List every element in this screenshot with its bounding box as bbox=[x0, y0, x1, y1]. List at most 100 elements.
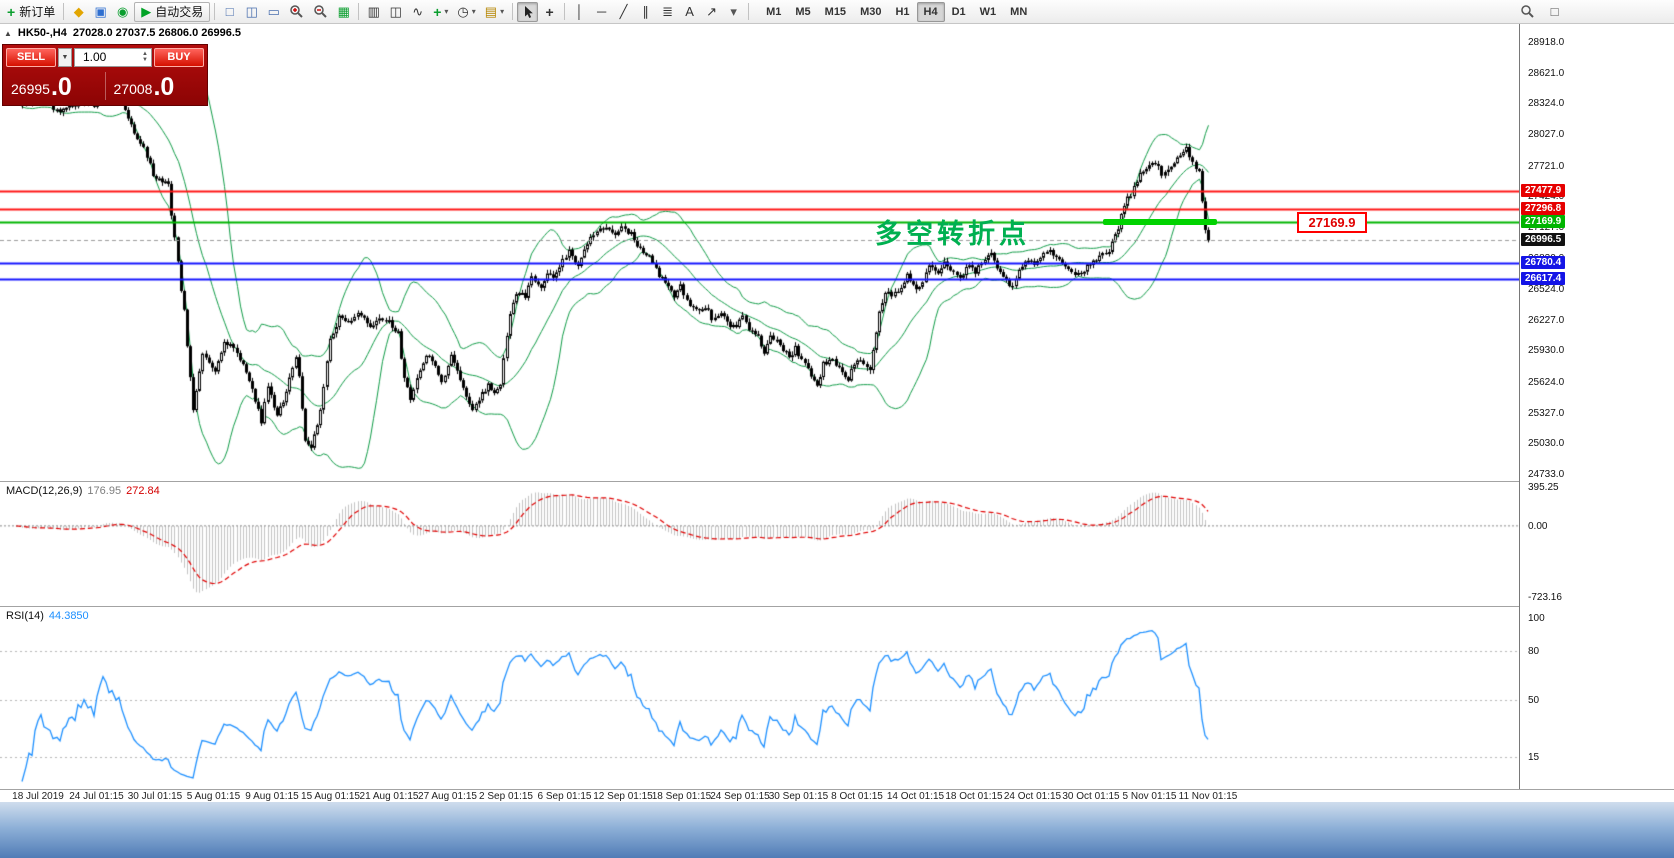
shapes-dropdown-button[interactable]: ▾ bbox=[723, 2, 744, 22]
sell-price-big-digits: .0 bbox=[50, 73, 72, 101]
collapse-trade-panel-icon[interactable]: ▲ bbox=[4, 28, 12, 38]
price-tick: 25327.0 bbox=[1528, 407, 1565, 419]
arrows-tool-button[interactable]: ↗ bbox=[701, 2, 722, 22]
cascade-windows-button[interactable]: □ bbox=[219, 2, 240, 22]
toolbar-separator bbox=[63, 3, 65, 20]
trendline-tool-button[interactable]: ╱ bbox=[613, 2, 634, 22]
crosshair-tool-button[interactable]: + bbox=[539, 2, 560, 22]
ohlc-readout: 27028.0 27037.5 26806.0 26996.5 bbox=[72, 27, 242, 39]
panel-separator[interactable] bbox=[0, 606, 1674, 607]
timeframe-w1[interactable]: W1 bbox=[979, 5, 997, 18]
macd-canvas[interactable] bbox=[0, 482, 1519, 606]
lot-input[interactable]: 1.00 ▲ ▼ bbox=[74, 47, 152, 67]
search-button[interactable] bbox=[1516, 2, 1539, 22]
vertical-line-tool-button[interactable]: │ bbox=[569, 2, 590, 22]
new-window-button[interactable]: □ bbox=[1544, 2, 1565, 22]
macd-axis-tick: 395.25 bbox=[1528, 482, 1559, 493]
trendline-tool-icon: ╱ bbox=[619, 4, 628, 19]
chart-profile-button[interactable]: ◆ bbox=[68, 2, 89, 22]
time-label: 14 Oct 01:15 bbox=[886, 791, 945, 802]
price-badge-27169.9: 27169.9 bbox=[1521, 215, 1566, 229]
periods-dropdown-icon[interactable]: ▾ bbox=[471, 7, 476, 16]
candlestick-type-icon: ◫ bbox=[389, 4, 402, 19]
templates-dropdown-icon[interactable]: ▾ bbox=[500, 7, 505, 16]
fibonacci-tool-icon: ≣ bbox=[662, 4, 674, 19]
time-label: 30 Jul 01:15 bbox=[127, 791, 183, 802]
time-label: 30 Oct 01:15 bbox=[1062, 791, 1120, 802]
level-price-label[interactable]: 27169.9 bbox=[1297, 212, 1367, 234]
templates-button[interactable]: ▤ ▾ bbox=[481, 2, 508, 22]
timeframe-m30[interactable]: M30 bbox=[860, 5, 882, 18]
tile-vertical-button[interactable]: ◫ bbox=[241, 2, 262, 22]
price-tick: 28027.0 bbox=[1528, 128, 1565, 140]
timeframe-h1[interactable]: H1 bbox=[895, 5, 910, 18]
tile-horizontal-icon: ▭ bbox=[267, 4, 280, 19]
zoom-out-icon bbox=[313, 4, 328, 19]
time-label: 2 Sep 01:15 bbox=[479, 791, 533, 802]
fibonacci-tool-button[interactable]: ≣ bbox=[657, 2, 678, 22]
cursor-tool-button[interactable] bbox=[517, 1, 539, 22]
rsi-value: 44.3850 bbox=[48, 610, 89, 622]
sell-button[interactable]: SELL bbox=[6, 47, 56, 67]
timeframe-mn[interactable]: MN bbox=[1010, 5, 1028, 18]
highlight-line-segment[interactable] bbox=[1103, 219, 1217, 226]
panel-separator bbox=[0, 789, 1674, 790]
time-axis[interactable]: 18 Jul 2019 24 Jul 01:15 30 Jul 01:15 5 Aug… bbox=[0, 790, 1674, 802]
time-label: 27 Aug 01:15 bbox=[418, 791, 477, 802]
one-click-trading-panel: SELL ▼ 1.00 ▲ ▼ BUY 26995 .0 27008 .0 bbox=[2, 44, 208, 106]
rsi-canvas[interactable] bbox=[0, 607, 1519, 789]
line-chart-type-icon: ∿ bbox=[412, 4, 424, 19]
toolbar-separator bbox=[512, 3, 514, 20]
grid-button[interactable]: ▦ bbox=[333, 2, 354, 22]
shapes-dropdown-icon: ▾ bbox=[730, 4, 737, 19]
auto-trading-button[interactable]: ▶ 自动交易 bbox=[134, 1, 211, 22]
price-tick: 25624.0 bbox=[1528, 377, 1565, 389]
macd-label: MACD(12,26,9) 176.95 272.84 bbox=[6, 485, 160, 497]
timeframe-m1[interactable]: M1 bbox=[766, 5, 782, 18]
price-badge-27477.9: 27477.9 bbox=[1521, 183, 1566, 197]
toolbar-separator bbox=[358, 3, 360, 20]
timeframe-m5[interactable]: M5 bbox=[795, 5, 811, 18]
macd-value: 176.95 bbox=[87, 485, 122, 497]
time-label: 18 Jul 2019 bbox=[12, 791, 64, 802]
lot-up-button[interactable]: ▲ bbox=[142, 51, 148, 57]
price-tick: 28918.0 bbox=[1528, 37, 1565, 48]
rsi-axis-tick: 80 bbox=[1528, 645, 1540, 657]
buy-button[interactable]: BUY bbox=[154, 47, 204, 67]
tile-horizontal-button[interactable]: ▭ bbox=[263, 2, 284, 22]
cascade-windows-icon: □ bbox=[225, 4, 234, 19]
line-chart-type-button[interactable]: ∿ bbox=[407, 2, 428, 22]
add-indicator-button[interactable]: + ▾ bbox=[429, 2, 452, 22]
main-chart-canvas[interactable] bbox=[0, 24, 1519, 481]
text-tool-button[interactable]: A bbox=[679, 2, 700, 22]
rsi-label: RSI(14) 44.3850 bbox=[6, 610, 89, 622]
zoom-out-button[interactable] bbox=[309, 2, 332, 22]
new-order-button[interactable]: + 新订单 bbox=[3, 2, 59, 22]
price-tick: 28324.0 bbox=[1528, 98, 1565, 110]
auto-trading-label: 自动交易 bbox=[155, 5, 204, 19]
sell-price-button[interactable]: 26995 .0 bbox=[3, 69, 105, 103]
timeframe-m15[interactable]: M15 bbox=[824, 5, 847, 18]
chart-annotation-text[interactable]: 多空转折点 bbox=[875, 219, 1030, 249]
panel-separator[interactable] bbox=[0, 481, 1674, 482]
channel-tool-button[interactable]: ∥ bbox=[635, 2, 656, 22]
time-label: 12 Sep 01:15 bbox=[593, 791, 653, 802]
lot-down-button[interactable]: ▼ bbox=[142, 57, 148, 63]
add-indicator-dropdown-icon[interactable]: ▾ bbox=[444, 7, 449, 16]
horizontal-line-tool-button[interactable]: ─ bbox=[591, 2, 612, 22]
candlestick-type-button[interactable]: ◫ bbox=[385, 2, 406, 22]
periods-icon: ◷ bbox=[457, 4, 469, 19]
zoom-in-button[interactable] bbox=[285, 2, 308, 22]
buy-price-button[interactable]: 27008 .0 bbox=[106, 69, 208, 103]
open-chart-button[interactable]: ▣ bbox=[90, 2, 111, 22]
timeframe-d1[interactable]: D1 bbox=[951, 5, 966, 18]
price-tick: 26524.0 bbox=[1528, 284, 1565, 296]
bar-chart-type-button[interactable]: ▥ bbox=[363, 2, 384, 22]
toolbar-separator bbox=[564, 3, 566, 20]
timeframe-h4[interactable]: H4 bbox=[916, 1, 945, 22]
periods-button[interactable]: ◷ ▾ bbox=[453, 2, 479, 22]
market-watch-button[interactable]: ◉ bbox=[112, 2, 133, 22]
time-label: 6 Sep 01:15 bbox=[537, 791, 592, 802]
lot-dropdown[interactable]: ▼ bbox=[58, 47, 72, 67]
price-axis[interactable]: 28918.0 28621.0 28324.0 28027.0 27721.0 27424… bbox=[1519, 24, 1674, 789]
